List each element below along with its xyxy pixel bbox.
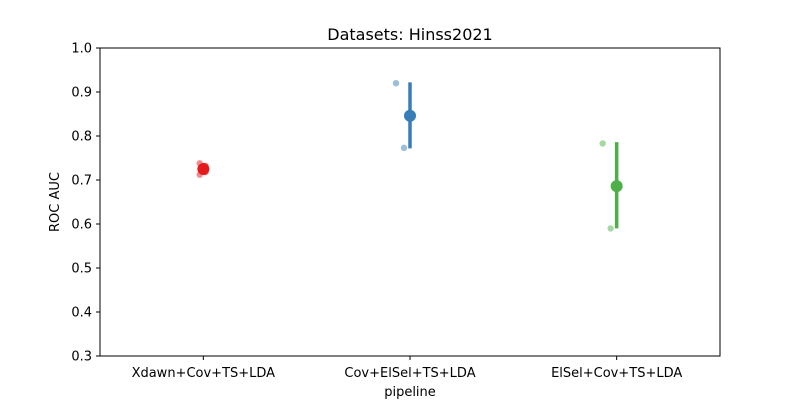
- y-tick-label: 1.0: [71, 42, 92, 57]
- strip-point: [400, 144, 408, 152]
- data-marks: [196, 80, 623, 232]
- y-tick-label: 0.6: [71, 218, 92, 233]
- y-tick-label: 0.4: [71, 306, 92, 321]
- y-tick-label: 0.9: [71, 86, 92, 101]
- y-axis: 0.3 0.4 0.5 0.6 0.7 0.8 0.9 1.0: [71, 42, 100, 365]
- strip-point: [392, 80, 400, 87]
- x-tick-label: Cov+ElSel+TS+LDA: [344, 366, 475, 381]
- y-tick-label: 0.8: [71, 130, 92, 145]
- x-tick-label: ElSel+Cov+TS+LDA: [551, 366, 682, 381]
- chart-title: Datasets: Hinss2021: [327, 25, 492, 44]
- y-tick-label: 0.7: [71, 174, 92, 189]
- x-axis-label: pipeline: [384, 385, 436, 400]
- y-axis-label: ROC AUC: [48, 172, 63, 232]
- mean-point: [610, 180, 623, 193]
- x-tick-label: Xdawn+Cov+TS+LDA: [132, 366, 276, 381]
- mean-point: [404, 109, 416, 122]
- mean-point: [197, 163, 210, 175]
- strip-point: [607, 225, 614, 232]
- strip-point: [599, 140, 606, 147]
- y-tick-label: 0.5: [71, 262, 92, 277]
- y-tick-label: 0.3: [71, 350, 92, 365]
- x-axis: Xdawn+Cov+TS+LDA Cov+ElSel+TS+LDA ElSel+Co…: [132, 356, 682, 381]
